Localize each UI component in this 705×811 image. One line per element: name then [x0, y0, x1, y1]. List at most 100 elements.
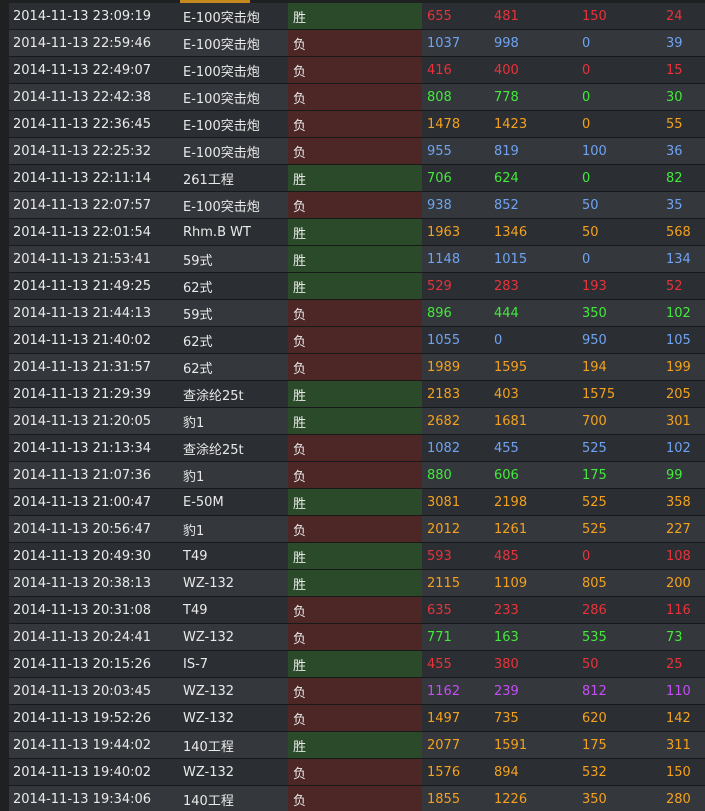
total-value: 3081 [427, 494, 461, 510]
table-row[interactable]: 2014-11-13 22:11:14 261工程 胜 706 624 0 82 [9, 165, 705, 192]
battle-result: 胜 [288, 570, 422, 596]
tank-name: E-100突击炮 [183, 145, 260, 161]
damage-value: 1591 [494, 737, 528, 753]
extra-value: 110 [666, 683, 691, 699]
tank-name: WZ-132 [183, 629, 235, 645]
damage-value: 894 [494, 764, 519, 780]
damage-value: 1681 [494, 413, 528, 429]
table-row[interactable]: 2014-11-13 22:36:45 E-100突击炮 负 1478 1423 0 55 [9, 111, 705, 138]
assist-value: 175 [582, 467, 607, 483]
damage-value: 485 [494, 548, 519, 564]
extra-value: 568 [666, 224, 691, 240]
table-row[interactable]: 2014-11-13 20:03:45 WZ-132 负 1162 239 812 110 [9, 678, 705, 705]
tank-name: E-100突击炮 [183, 64, 260, 80]
battle-time: 2014-11-13 20:03:45 [13, 683, 152, 699]
tank-name: 140工程 [183, 793, 234, 809]
table-row[interactable]: 2014-11-13 19:34:06 140工程 负 1855 1226 350 280 [9, 786, 705, 811]
extra-value: 24 [666, 8, 683, 24]
battle-time: 2014-11-13 21:29:39 [13, 386, 152, 402]
total-value: 2077 [427, 737, 461, 753]
battle-time: 2014-11-13 21:31:57 [13, 359, 152, 375]
assist-value: 193 [582, 278, 607, 294]
tank-name: E-100突击炮 [183, 37, 260, 53]
table-row[interactable]: 2014-11-13 20:24:41 WZ-132 负 771 163 535 73 [9, 624, 705, 651]
tank-name: 豹1 [183, 415, 205, 431]
battle-result: 负 [288, 462, 422, 488]
assist-value: 350 [582, 791, 607, 807]
tank-name: 豹1 [183, 523, 205, 539]
extra-value: 35 [666, 197, 683, 213]
assist-value: 535 [582, 629, 607, 645]
table-row[interactable]: 2014-11-13 20:15:26 IS-7 胜 455 380 50 25 [9, 651, 705, 678]
total-value: 529 [427, 278, 452, 294]
extra-value: 15 [666, 62, 683, 78]
table-row[interactable]: 2014-11-13 21:29:39 查涂纶25t 胜 2183 403 1575 205 [9, 381, 705, 408]
table-row[interactable]: 2014-11-13 22:49:07 E-100突击炮 负 416 400 0 15 [9, 57, 705, 84]
battle-time: 2014-11-13 20:15:26 [13, 656, 152, 672]
extra-value: 142 [666, 710, 691, 726]
damage-value: 852 [494, 197, 519, 213]
assist-value: 286 [582, 602, 607, 618]
assist-value: 950 [582, 332, 607, 348]
table-row[interactable]: 2014-11-13 21:44:13 59式 负 896 444 350 102 [9, 300, 705, 327]
extra-value: 199 [666, 359, 691, 375]
table-row[interactable]: 2014-11-13 22:07:57 E-100突击炮 负 938 852 50 35 [9, 192, 705, 219]
battle-result: 负 [288, 705, 422, 731]
total-value: 455 [427, 656, 452, 672]
table-row[interactable]: 2014-11-13 20:56:47 豹1 负 2012 1261 525 227 [9, 516, 705, 543]
damage-value: 998 [494, 35, 519, 51]
table-row[interactable]: 2014-11-13 21:40:02 62式 负 1055 0 950 105 [9, 327, 705, 354]
damage-value: 481 [494, 8, 519, 24]
total-value: 808 [427, 89, 452, 105]
assist-value: 0 [582, 62, 591, 78]
damage-value: 239 [494, 683, 519, 699]
total-value: 2682 [427, 413, 461, 429]
table-row[interactable]: 2014-11-13 21:53:41 59式 胜 1148 1015 0 134 [9, 246, 705, 273]
table-row[interactable]: 2014-11-13 21:07:36 豹1 负 880 606 175 99 [9, 462, 705, 489]
tank-name: E-100突击炮 [183, 91, 260, 107]
table-row[interactable]: 2014-11-13 21:20:05 豹1 胜 2682 1681 700 301 [9, 408, 705, 435]
extra-value: 73 [666, 629, 683, 645]
extra-value: 227 [666, 521, 691, 537]
extra-value: 301 [666, 413, 691, 429]
table-row[interactable]: 2014-11-13 23:09:19 E-100突击炮 胜 655 481 150 24 [9, 3, 705, 30]
battle-result: 胜 [288, 219, 422, 245]
table-row[interactable]: 2014-11-13 22:42:38 E-100突击炮 负 808 778 0 30 [9, 84, 705, 111]
tank-name: Rhm.B WT [183, 224, 251, 240]
table-row[interactable]: 2014-11-13 20:38:13 WZ-132 胜 2115 1109 805 200 [9, 570, 705, 597]
damage-value: 163 [494, 629, 519, 645]
table-row[interactable]: 2014-11-13 22:59:46 E-100突击炮 负 1037 998 0 39 [9, 30, 705, 57]
table-row[interactable]: 2014-11-13 19:44:02 140工程 胜 2077 1591 175 311 [9, 732, 705, 759]
assist-value: 50 [582, 224, 599, 240]
extra-value: 99 [666, 467, 683, 483]
battle-result: 胜 [288, 489, 422, 515]
battle-result: 负 [288, 327, 422, 353]
damage-value: 455 [494, 440, 519, 456]
table-row[interactable]: 2014-11-13 22:25:32 E-100突击炮 负 955 819 100 36 [9, 138, 705, 165]
table-row[interactable]: 2014-11-13 21:13:34 查涂纶25t 负 1082 455 525 102 [9, 435, 705, 462]
battle-result: 负 [288, 786, 422, 811]
table-row[interactable]: 2014-11-13 21:00:47 E-50M 胜 3081 2198 525 358 [9, 489, 705, 516]
table-row[interactable]: 2014-11-13 19:40:02 WZ-132 负 1576 894 532 150 [9, 759, 705, 786]
tank-name: 59式 [183, 253, 213, 269]
assist-value: 0 [582, 35, 591, 51]
battle-time: 2014-11-13 19:44:02 [13, 737, 152, 753]
table-row[interactable]: 2014-11-13 20:31:08 T49 负 635 233 286 116 [9, 597, 705, 624]
table-row[interactable]: 2014-11-13 21:31:57 62式 负 1989 1595 194 199 [9, 354, 705, 381]
battle-time: 2014-11-13 22:11:14 [13, 170, 152, 186]
extra-value: 102 [666, 305, 691, 321]
battle-result: 胜 [288, 273, 422, 299]
extra-value: 105 [666, 332, 691, 348]
damage-value: 380 [494, 656, 519, 672]
table-row[interactable]: 2014-11-13 20:49:30 T49 胜 593 485 0 108 [9, 543, 705, 570]
table-row[interactable]: 2014-11-13 22:01:54 Rhm.B WT 胜 1963 1346 50 56… [9, 219, 705, 246]
table-row[interactable]: 2014-11-13 21:49:25 62式 胜 529 283 193 52 [9, 273, 705, 300]
tank-name: 62式 [183, 361, 213, 377]
assist-value: 700 [582, 413, 607, 429]
assist-value: 620 [582, 710, 607, 726]
total-value: 1855 [427, 791, 461, 807]
table-row[interactable]: 2014-11-13 19:52:26 WZ-132 负 1497 735 620 142 [9, 705, 705, 732]
tank-name: WZ-132 [183, 683, 235, 699]
battle-time: 2014-11-13 22:42:38 [13, 89, 152, 105]
assist-value: 0 [582, 116, 591, 132]
